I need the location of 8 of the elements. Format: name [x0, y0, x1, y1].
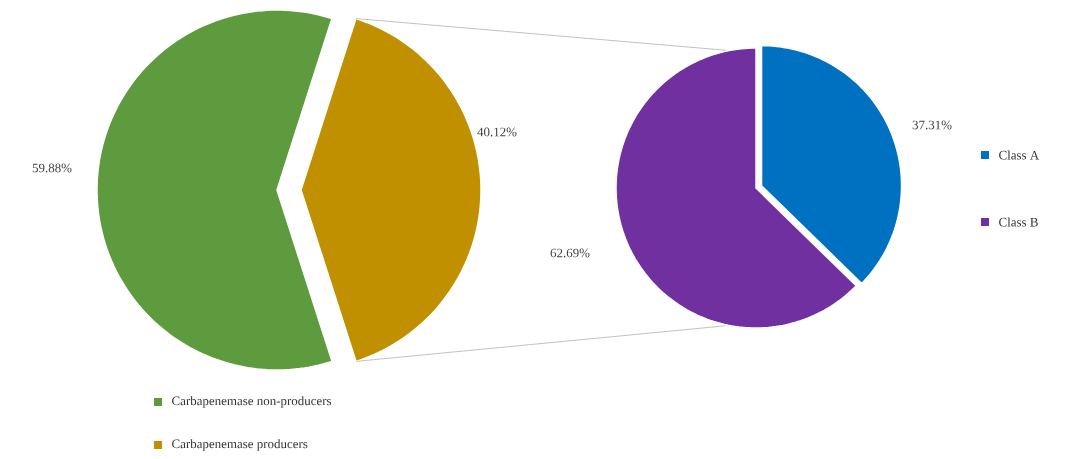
legend-label: Carbapenemase non-producers: [172, 396, 332, 408]
legend-label: Class B: [999, 217, 1038, 227]
data-label: 40.12%: [477, 127, 517, 137]
legend-label: Class A: [999, 150, 1040, 160]
data-label: 37.31%: [912, 120, 952, 130]
legend-label: Carbapenemase producers: [172, 439, 308, 451]
data-label: 59.88%: [32, 163, 72, 173]
data-label: 62.69%: [550, 248, 590, 258]
